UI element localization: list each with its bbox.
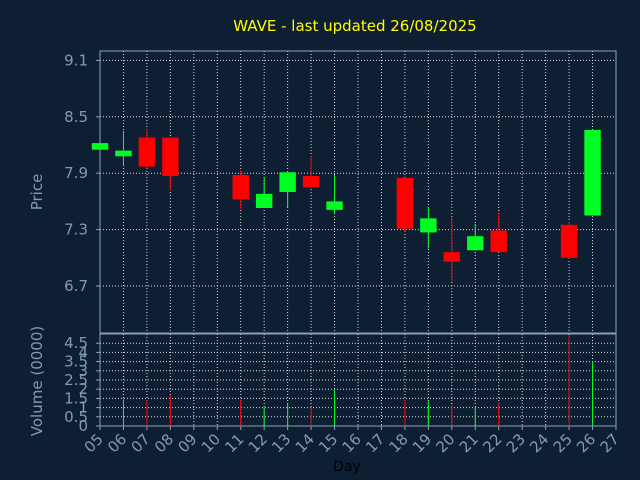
candle-body [138,137,156,167]
day-tick-label: 16 [339,430,365,456]
volume-panel: 4.543.532.521.510.50 Volume (0000) [28,326,617,436]
candle-body [255,193,273,208]
price-tick-label: 9.1 [64,51,88,69]
volume-axis-label: Volume (0000) [28,326,46,436]
day-tick-label: 13 [268,430,294,456]
volume-tick-label: 1 [78,399,88,417]
candle-body [91,143,109,150]
day-tick-label: 07 [128,430,154,456]
day-tick-label: 24 [526,430,552,456]
volume-y-ticks: 4.543.532.521.510.50 [64,334,100,435]
volume-tick-label: 1.5 [64,389,88,407]
day-tick-label: 09 [174,430,200,456]
candle-body [584,129,601,216]
day-tick-label: 10 [198,430,224,456]
price-tick-label: 8.5 [64,108,88,126]
day-tick-label: 18 [386,430,412,456]
candle-body [560,224,578,258]
volume-tick-label: 0 [78,417,88,435]
day-axis-label: Day [333,459,361,475]
volume-tick-label: 0.5 [64,408,88,426]
day-tick-label: 26 [573,430,599,456]
day-tick-label: 14 [292,430,318,456]
candle-body [396,177,414,229]
day-tick-label: 21 [456,430,482,456]
candle-body [279,172,296,192]
volume-tick-label: 2.5 [64,371,88,389]
price-axis-label: Price [28,174,46,211]
day-tick-label: 25 [550,430,576,456]
day-tick-label: 17 [362,430,388,456]
price-tick-label: 7.9 [64,164,88,182]
day-tick-label: 23 [503,430,529,456]
candle-body [420,218,437,233]
volume-tick-label: 4.5 [64,334,88,352]
candle-body [162,137,179,177]
day-tick-label: 19 [409,430,435,456]
price-y-ticks: 9.1 8.5 7.9 7.3 6.7 [64,51,100,295]
day-tick-label: 27 [597,430,623,456]
candlesticks [91,129,601,282]
price-tick-label: 7.3 [64,221,88,239]
volume-tick-label: 2 [78,380,88,398]
price-grid [100,51,616,333]
price-tick-label: 6.7 [64,277,88,295]
day-tick-label: 08 [151,430,177,456]
candle-body [326,201,343,210]
volume-tick-label: 4 [78,343,88,361]
day-tick-label: 15 [315,430,341,456]
price-plot-frame [99,50,617,334]
day-x-ticks: 0506070809101112131415161718192021222324… [81,426,623,456]
price-panel: 9.1 8.5 7.9 7.3 6.7 Price [28,50,617,334]
volume-bars [122,334,594,426]
day-tick-label: 12 [245,430,271,456]
day-tick-label: 20 [432,430,458,456]
day-tick-label: 11 [221,430,247,456]
day-tick-label: 22 [479,430,505,456]
day-tick-label: 06 [104,430,130,456]
volume-tick-label: 3 [78,362,88,380]
candle-body [443,252,461,262]
candle-body [490,230,507,253]
chart-title: WAVE - last updated 26/08/2025 [233,17,476,35]
candle-body [115,150,132,157]
volume-tick-label: 3.5 [64,353,88,371]
volume-grid [100,334,616,427]
candle-body [302,176,320,188]
candle-body [467,236,484,251]
candle-body [232,175,249,200]
